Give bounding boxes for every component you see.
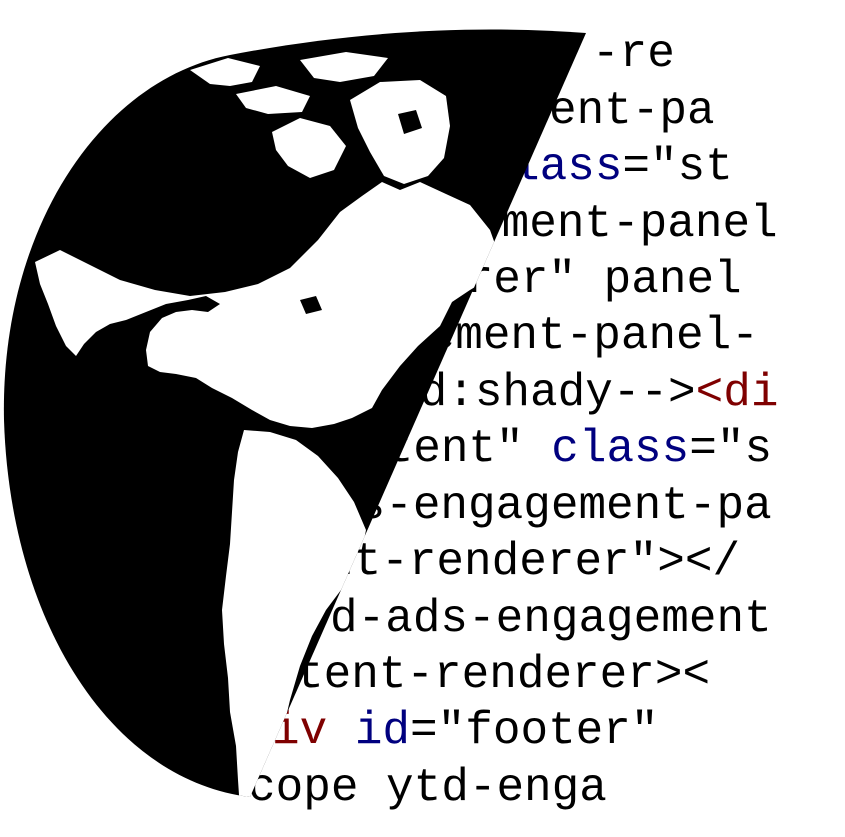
code-line: cope ytd-enga — [248, 760, 607, 817]
code-segment: -re — [592, 28, 675, 80]
code-segment: iv — [272, 705, 355, 757]
code-line: lass="st — [512, 139, 733, 196]
code-segment: ld:shady--> — [392, 367, 696, 419]
code-line: ement-panel — [474, 196, 778, 253]
code-segment: ="s — [689, 423, 773, 475]
code-line: erer" panel — [438, 252, 742, 309]
code-segment: gement-panel- — [400, 310, 759, 362]
code-line: gement-panel- — [400, 308, 759, 365]
code-segment: class — [551, 423, 690, 475]
code-line: nt-renderer"></ — [326, 534, 740, 591]
code-line: ld:shady--><di — [392, 365, 778, 422]
code-segment: id — [354, 705, 411, 757]
code-segment: ="st — [622, 141, 733, 193]
code-line: iv id="footer" — [272, 703, 659, 760]
code-segment: lass — [512, 141, 623, 193]
code-line: tent-renderer>< — [296, 647, 710, 704]
code-segment: d-ads-engagement — [330, 593, 772, 645]
code-segment: ="footer" — [410, 705, 659, 757]
code-segment: nt-renderer"></ — [326, 536, 741, 588]
code-line: ent-pa — [549, 83, 715, 140]
code-segment: erer" panel — [438, 254, 742, 306]
code-segment: ent-pa — [549, 85, 715, 137]
code-segment: ntent" — [358, 423, 552, 475]
code-line: -re — [592, 26, 675, 83]
code-segment: ement-panel — [474, 198, 778, 250]
code-segment: cope ytd-enga — [248, 762, 607, 814]
code-segment: tent-renderer>< — [296, 649, 711, 701]
code-segment: <di — [695, 367, 779, 419]
code-line: us-engagement-pa — [330, 478, 772, 535]
code-segment: us-engagement-pa — [330, 480, 772, 532]
code-line: d-ads-engagement — [330, 591, 772, 648]
code-line: ntent" class="s — [358, 421, 772, 478]
